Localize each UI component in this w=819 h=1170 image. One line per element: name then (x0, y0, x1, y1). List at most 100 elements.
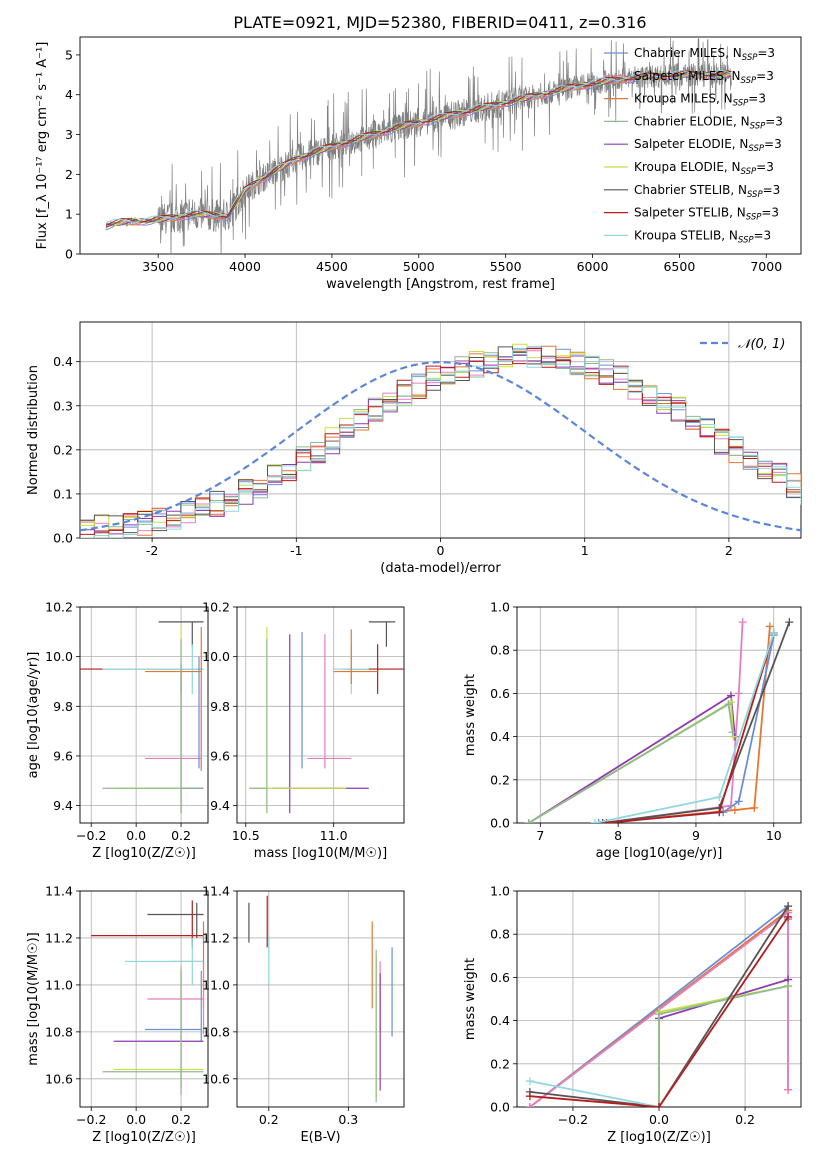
x-tick-label: 4000 (229, 259, 261, 274)
plus-marker (784, 982, 793, 991)
x-tick-label: 5500 (490, 259, 522, 274)
y-tick-label: 0.4 (490, 1013, 510, 1028)
x-axis-label: Z [log10(Z/Z☉)] (92, 1130, 196, 1145)
x-tick-label: 0.2 (171, 1112, 191, 1127)
legend-label: Salpeter ELODIE, NSSP=3 (634, 137, 782, 154)
plot-area (105, 37, 732, 254)
plot-area (524, 618, 794, 823)
model-kroupa_stelib (105, 70, 732, 224)
y-tick-label: 0.6 (490, 686, 510, 701)
weight-line-salpeter_stelib (529, 916, 789, 1107)
x-tick-label: 0.2 (171, 828, 191, 843)
y-tick-label: 11.4 (45, 884, 73, 899)
plus-marker (715, 793, 724, 802)
y-tick-label: 3 (65, 127, 73, 142)
legend-label: Kroupa MILES, NSSP=3 (634, 92, 766, 109)
chart-spectrum: 3500 4000 4500 5000 5500 6000 6500 7000 0 1 2 3 4 5 wa… (35, 36, 802, 292)
panels: 3500 4000 4500 5000 5500 6000 6500 7000 0 1 2 3 4 5 wa… (26, 36, 802, 1145)
weight-line-chabrier_stelib (529, 905, 789, 1107)
y-tick-label: 9.8 (210, 699, 230, 714)
y-tick-label: 10.2 (45, 600, 73, 615)
y-tick-label: 0.0 (490, 1100, 510, 1115)
y-axis-label: age [log10(age/yr)] (26, 652, 41, 779)
plot-area (525, 902, 793, 1107)
x-tick-label: 0.2 (259, 1112, 279, 1127)
axes-frame (79, 606, 209, 824)
histogram-kroupa_elodie (80, 343, 801, 538)
plus-marker (784, 912, 793, 921)
x-tick-label: −0.2 (76, 828, 106, 843)
x-tick-label: 5000 (403, 259, 435, 274)
x-tick-label: 7000 (750, 259, 782, 274)
x-tick-label: 0.3 (338, 1112, 358, 1127)
y-axis-label: Flux [f_λ 10⁻¹⁷ erg cm⁻² s⁻¹ A⁻¹] (35, 42, 50, 250)
x-axis-label: (data-model)/error (380, 561, 501, 576)
y-tick-label: 5 (65, 47, 73, 62)
x-tick-label: 4500 (316, 259, 348, 274)
x-tick-label: -1 (290, 543, 302, 558)
x-tick-label: 11.0 (320, 828, 348, 843)
y-tick-label: 0 (65, 247, 73, 262)
y-tick-label: 0.2 (490, 772, 510, 787)
y-tick-label: 0.1 (53, 486, 73, 501)
x-tick-label: 0.0 (126, 1112, 146, 1127)
y-tick-label: 10.0 (45, 649, 73, 664)
plus-marker (730, 806, 739, 815)
y-tick-label: 10.6 (202, 1071, 230, 1086)
weight-line-chabrier_elodie (658, 985, 789, 1107)
axes-frame (79, 890, 209, 1108)
y-tick-label: 1.0 (490, 884, 510, 899)
axes-frame (236, 606, 405, 824)
y-tick-label: 0.8 (490, 927, 510, 942)
plus-marker (598, 819, 607, 823)
gaussian-curve (80, 360, 801, 532)
legend-label: Chabrier MILES, NSSP=3 (634, 46, 775, 63)
histogram-salpeter_stelib (80, 348, 801, 535)
y-tick-label: 0.2 (53, 442, 73, 457)
chart-mass_vs_Z: −0.2 0.0 0.2 10.6 10.8 11.0 11.2 11.4 Z [log10(Z… (26, 884, 209, 1145)
y-tick-label: 0.4 (490, 729, 510, 744)
legend-label: 𝒩(0, 1) (738, 337, 785, 352)
plus-marker (765, 622, 774, 631)
plus-marker (715, 808, 724, 817)
weight-line-chabrier_elodie (528, 702, 734, 823)
x-axis-label: Z [log10(Z/Z☉)] (607, 1130, 711, 1145)
y-axis-label: mass [log10(M/M☉)] (26, 932, 41, 1065)
weight-line-kroupa_elodie (658, 985, 789, 1107)
x-axis-label: age [log10(age/yr)] (596, 846, 723, 861)
chart-mass_vs_EBV: 0.2 0.3 10.6 10.8 11.0 11.2 11.4 E(B-V) (202, 884, 405, 1145)
y-axis-label: Normed distribution (26, 365, 41, 495)
axes-frame (79, 36, 802, 255)
y-tick-label: 10.8 (45, 1024, 73, 1039)
histogram-chabrier_miles (80, 346, 801, 538)
x-tick-label: 6000 (577, 259, 609, 274)
legend-label: Chabrier STELIB, NSSP=3 (634, 183, 780, 200)
legend-label: Chabrier ELODIE, NSSP=3 (634, 114, 783, 131)
x-tick-label: 0.2 (735, 1112, 755, 1127)
chart-weight_vs_Z: −0.2 0.0 0.2 0.0 0.2 0.4 0.6 0.8 1.0 Z [log10(Z/Z… (463, 884, 802, 1145)
x-tick-label: 10 (766, 828, 782, 843)
plus-marker (785, 618, 794, 627)
y-tick-label: 11.4 (202, 884, 230, 899)
legend-label: Salpeter MILES, NSSP=3 (634, 69, 774, 86)
y-tick-label: 10.2 (202, 600, 230, 615)
figure-title: PLATE=0921, MJD=52380, FIBERID=0411, z=0… (233, 13, 646, 32)
plus-marker (784, 902, 793, 911)
y-tick-label: 10.8 (202, 1024, 230, 1039)
x-tick-label: 0 (437, 543, 445, 558)
plus-marker (738, 618, 747, 627)
axes-frame (236, 890, 405, 1108)
y-tick-label: 2 (65, 167, 73, 182)
plot-area (80, 621, 204, 814)
plus-marker (724, 700, 733, 709)
histogram-salpeter_miles (80, 350, 801, 538)
weight-line-kroupa_stelib (594, 632, 775, 823)
y-tick-label: 11.2 (202, 930, 230, 945)
chart-age_vs_Z: −0.2 0.0 0.2 9.4 9.6 9.8 10.0 10.2 Z [log10(Z/Z☉… (26, 600, 209, 861)
x-axis-label: Z [log10(Z/Z☉)] (92, 846, 196, 861)
plot-area (80, 343, 801, 538)
y-tick-label: 9.8 (53, 699, 73, 714)
axes-frame (79, 321, 802, 539)
y-tick-label: 9.6 (53, 748, 73, 763)
